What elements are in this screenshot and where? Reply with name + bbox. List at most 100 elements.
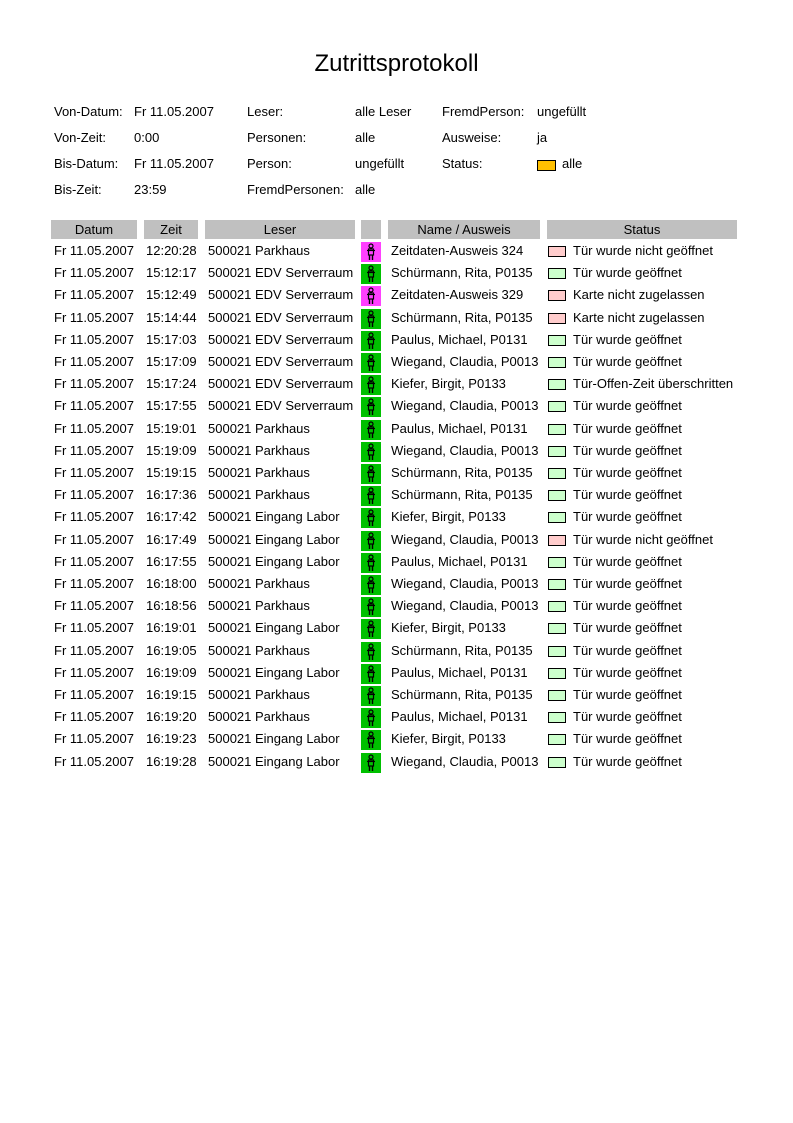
table-row: Fr 11.05.2007 15:17:24 500021 EDV Serverra…: [0, 375, 793, 397]
table-row: Fr 11.05.2007 16:19:23 500021 Eingang Labo…: [0, 730, 793, 752]
datum-cell: Fr 11.05.2007: [54, 354, 134, 369]
person-icon: [361, 353, 381, 373]
zeit-cell: 15:19:01: [146, 420, 197, 436]
status-swatch: [548, 468, 566, 479]
filter-value: Fr 11.05.2007: [134, 156, 214, 171]
zeit-cell: 16:19:01: [146, 620, 197, 636]
status-cell: Tür wurde geöffnet: [573, 487, 682, 503]
status-swatch: [548, 601, 566, 613]
datum-cell: Fr 11.05.2007: [54, 509, 134, 525]
filter-label: FremdPersonen:: [247, 182, 344, 197]
leser-cell: 500021 Parkhaus: [208, 576, 310, 591]
leser-cell: 500021 Parkhaus: [208, 642, 310, 658]
name-cell: Wiegand, Claudia, P0013: [391, 576, 539, 591]
status-swatch: [548, 690, 566, 701]
zeit-cell: 15:12:49: [146, 287, 197, 303]
person-icon: [361, 419, 381, 440]
filter-label: Ausweise:: [442, 130, 502, 145]
table-row: Fr 11.05.2007 16:19:01 500021 Eingang Labo…: [0, 619, 793, 641]
leser-cell: 500021 Eingang Labor: [208, 664, 340, 680]
table-row: Fr 11.05.2007 15:14:44 500021 EDV Serverra…: [0, 308, 793, 331]
datum-cell: Fr 11.05.2007: [54, 709, 134, 725]
person-icon: [361, 242, 381, 262]
table-row: Fr 11.05.2007 15:19:09 500021 Parkhaus Wieg…: [0, 441, 793, 464]
status-swatch: [548, 268, 566, 280]
datum-cell: Fr 11.05.2007: [54, 642, 134, 658]
zeit-cell: 16:17:49: [146, 531, 197, 547]
page-title: Zutrittsprotokoll: [314, 50, 479, 77]
filter-label: Bis-Zeit:: [54, 182, 102, 197]
zeit-cell: 15:17:24: [146, 376, 197, 392]
datum-cell: Fr 11.05.2007: [54, 687, 134, 702]
datum-cell: Fr 11.05.2007: [54, 331, 134, 347]
status-swatch: [548, 556, 566, 568]
datum-cell: Fr 11.05.2007: [54, 243, 134, 258]
datum-cell: Fr 11.05.2007: [54, 731, 134, 747]
person-icon: [361, 375, 381, 396]
name-cell: Schürmann, Rita, P0135: [391, 265, 533, 281]
datum-cell: Fr 11.05.2007: [54, 753, 134, 769]
zeit-cell: 16:17:42: [146, 509, 197, 525]
status-cell: Tür wurde geöffnet: [573, 265, 682, 281]
datum-cell: Fr 11.05.2007: [54, 465, 134, 480]
status-swatch: [548, 534, 566, 546]
leser-cell: 500021 Parkhaus: [208, 420, 310, 436]
person-icon: [361, 464, 381, 484]
person-icon: [361, 641, 381, 662]
status-cell: Karte nicht zugelassen: [573, 309, 705, 325]
person-icon: [361, 264, 381, 285]
table-row: Fr 11.05.2007 16:19:28 500021 Eingang Labo…: [0, 752, 793, 775]
filter-label: FremdPerson:: [442, 104, 525, 119]
filter-value: alle: [562, 156, 583, 171]
zeit-cell: 16:19:09: [146, 664, 197, 680]
leser-cell: 500021 EDV Serverraum: [208, 398, 354, 414]
datum-cell: Fr 11.05.2007: [54, 664, 134, 680]
name-cell: Schürmann, Rita, P0135: [391, 465, 533, 480]
name-cell: Schürmann, Rita, P0135: [391, 309, 533, 325]
name-cell: Schürmann, Rita, P0135: [391, 487, 533, 503]
status-swatch: [548, 623, 566, 635]
datum-cell: Fr 11.05.2007: [54, 553, 134, 569]
filter-value: alle: [355, 182, 376, 197]
status-cell: Tür wurde geöffnet: [573, 420, 682, 436]
zeit-cell: 15:17:55: [146, 398, 197, 414]
filter-value: alle: [355, 130, 376, 145]
table-row: Fr 11.05.2007 16:17:49 500021 Eingang Labo…: [0, 530, 793, 553]
table-row: Fr 11.05.2007 16:17:55 500021 Eingang Labo…: [0, 552, 793, 575]
status-swatch: [548, 512, 566, 524]
person-icon: [361, 508, 381, 529]
table-row: Fr 11.05.2007 16:19:05 500021 Parkhaus Schü…: [0, 641, 793, 664]
leser-cell: 500021 Eingang Labor: [208, 509, 340, 525]
filter-label: Bis-Datum:: [54, 156, 119, 171]
name-cell: Paulus, Michael, P0131: [391, 553, 528, 569]
datum-cell: Fr 11.05.2007: [54, 442, 134, 458]
status-cell: Tür wurde geöffnet: [573, 687, 682, 702]
name-cell: Paulus, Michael, P0131: [391, 664, 528, 680]
name-cell: Wiegand, Claudia, P0013: [391, 442, 539, 458]
status-swatch: [548, 312, 566, 324]
status-cell: Tür wurde geöffnet: [573, 398, 682, 414]
leser-cell: 500021 Parkhaus: [208, 442, 310, 458]
leser-cell: 500021 EDV Serverraum: [208, 287, 354, 303]
filter-label: Leser:: [247, 104, 284, 119]
datum-cell: Fr 11.05.2007: [54, 398, 134, 414]
status-swatch: [548, 712, 566, 724]
leser-cell: 500021 Parkhaus: [208, 598, 310, 614]
table-row: Fr 11.05.2007 16:19:09 500021 Eingang Labo…: [0, 663, 793, 686]
datum-cell: Fr 11.05.2007: [54, 309, 134, 325]
name-cell: Wiegand, Claudia, P0013: [391, 598, 539, 614]
status-swatch: [548, 756, 566, 768]
leser-cell: 500021 EDV Serverraum: [208, 331, 354, 347]
leser-cell: 500021 EDV Serverraum: [208, 376, 354, 392]
zeit-cell: 15:19:09: [146, 442, 197, 458]
col-header-name: Name / Ausweis: [388, 220, 540, 239]
table-row: Fr 11.05.2007 15:12:49 500021 EDV Serverra…: [0, 286, 793, 308]
person-icon: [361, 308, 381, 329]
person-icon: [361, 663, 381, 684]
name-cell: Wiegand, Claudia, P0013: [391, 753, 539, 769]
name-cell: Schürmann, Rita, P0135: [391, 687, 533, 702]
col-header-status: Status: [547, 220, 737, 239]
datum-cell: Fr 11.05.2007: [54, 487, 134, 503]
status-swatch: [548, 579, 566, 590]
